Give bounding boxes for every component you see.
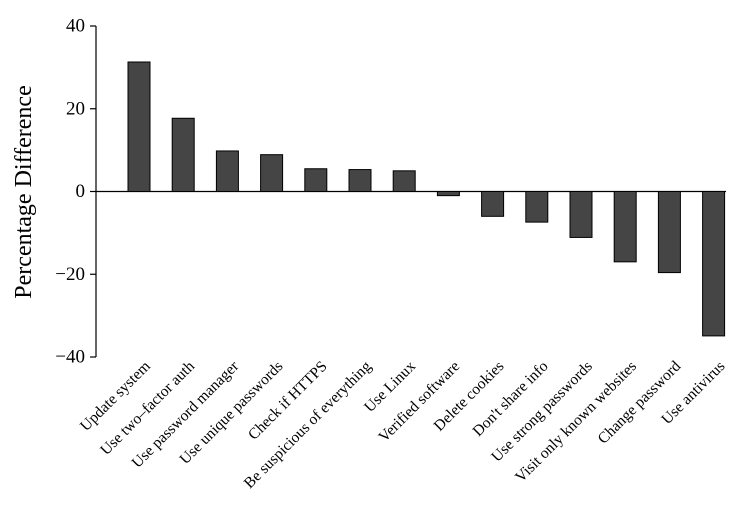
y-tick-label: 20 xyxy=(66,98,85,119)
bar xyxy=(304,168,328,192)
y-axis-title: Percentage Difference xyxy=(11,85,37,298)
y-tick-label: 40 xyxy=(66,16,85,37)
bar xyxy=(392,170,416,192)
bar xyxy=(702,191,726,337)
y-tick-label: 0 xyxy=(76,181,86,202)
bars xyxy=(127,61,726,337)
bar xyxy=(171,117,195,192)
bar xyxy=(569,191,593,238)
bar xyxy=(613,191,637,263)
bar xyxy=(436,191,460,197)
bar xyxy=(481,191,505,217)
bar xyxy=(657,191,681,274)
y-tick-label: −20 xyxy=(55,264,85,285)
bar xyxy=(525,191,549,223)
bar xyxy=(260,154,284,193)
bar xyxy=(215,150,239,192)
bar xyxy=(127,61,151,193)
x-category-label: Don't share info xyxy=(469,358,551,440)
x-category-label: Check if HTTPS xyxy=(245,358,331,444)
y-tick-label: −40 xyxy=(55,347,85,368)
y-ticks: 40 20 0 −20 −40 xyxy=(55,16,96,368)
bar xyxy=(348,169,372,192)
x-category-label: Verified software xyxy=(375,358,463,446)
